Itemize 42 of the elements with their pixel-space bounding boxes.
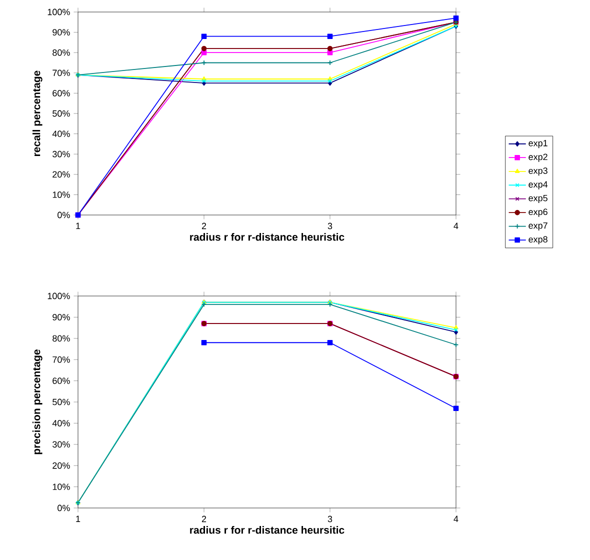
y-tick-label: 90% xyxy=(52,314,70,320)
x-axis-title: radius r for r-distance heuristic xyxy=(190,233,344,241)
y-tick-label: 20% xyxy=(52,171,70,178)
y-tick-label: 50% xyxy=(52,110,70,117)
x-tick-label: 4 xyxy=(454,222,458,229)
x-tick-label: 2 xyxy=(202,516,206,522)
legend-label: exp1 xyxy=(528,140,548,148)
x-tick-label: 1 xyxy=(76,516,80,522)
legend-label: exp5 xyxy=(528,194,548,204)
legend-label: exp8 xyxy=(528,236,548,244)
x-tick-label: 3 xyxy=(328,516,332,522)
y-tick-label: 70% xyxy=(52,356,70,363)
y-axis-title: recall percentage xyxy=(32,70,42,156)
y-tick-label: 100% xyxy=(48,292,70,300)
y-tick-label: 0% xyxy=(58,212,70,218)
x-tick-label: 2 xyxy=(202,222,206,230)
y-tick-label: 80% xyxy=(52,335,70,342)
y-tick-label: 70% xyxy=(52,70,70,76)
x-tick-label: 3 xyxy=(328,222,332,230)
y-tick-label: 10% xyxy=(52,192,70,198)
y-tick-label: 20% xyxy=(52,462,70,469)
x-tick-label: 1 xyxy=(76,222,80,229)
legend-label: exp7 xyxy=(528,222,548,231)
x-axis-title: radius r for r-distance heursitic xyxy=(190,526,344,534)
y-tick-label: 60% xyxy=(52,90,70,96)
y-axis-title: precision percentage xyxy=(32,350,42,454)
y-tick-label: 60% xyxy=(52,378,70,384)
y-tick-label: 80% xyxy=(52,49,70,56)
y-tick-label: 50% xyxy=(52,398,70,406)
y-tick-label: 40% xyxy=(52,420,70,426)
y-tick-label: 30% xyxy=(52,150,70,158)
y-tick-label: 100% xyxy=(48,8,70,16)
y-tick-label: 0% xyxy=(58,504,70,512)
legend-label: exp2 xyxy=(528,154,548,162)
y-tick-label: 30% xyxy=(52,441,70,448)
legend-label: exp3 xyxy=(528,168,548,176)
y-tick-label: 40% xyxy=(52,130,70,137)
legend-label: exp4 xyxy=(528,181,548,190)
y-tick-label: 90% xyxy=(52,29,70,36)
legend-label: exp6 xyxy=(528,208,548,217)
y-tick-label: 10% xyxy=(52,484,70,490)
x-tick-label: 4 xyxy=(454,516,458,522)
